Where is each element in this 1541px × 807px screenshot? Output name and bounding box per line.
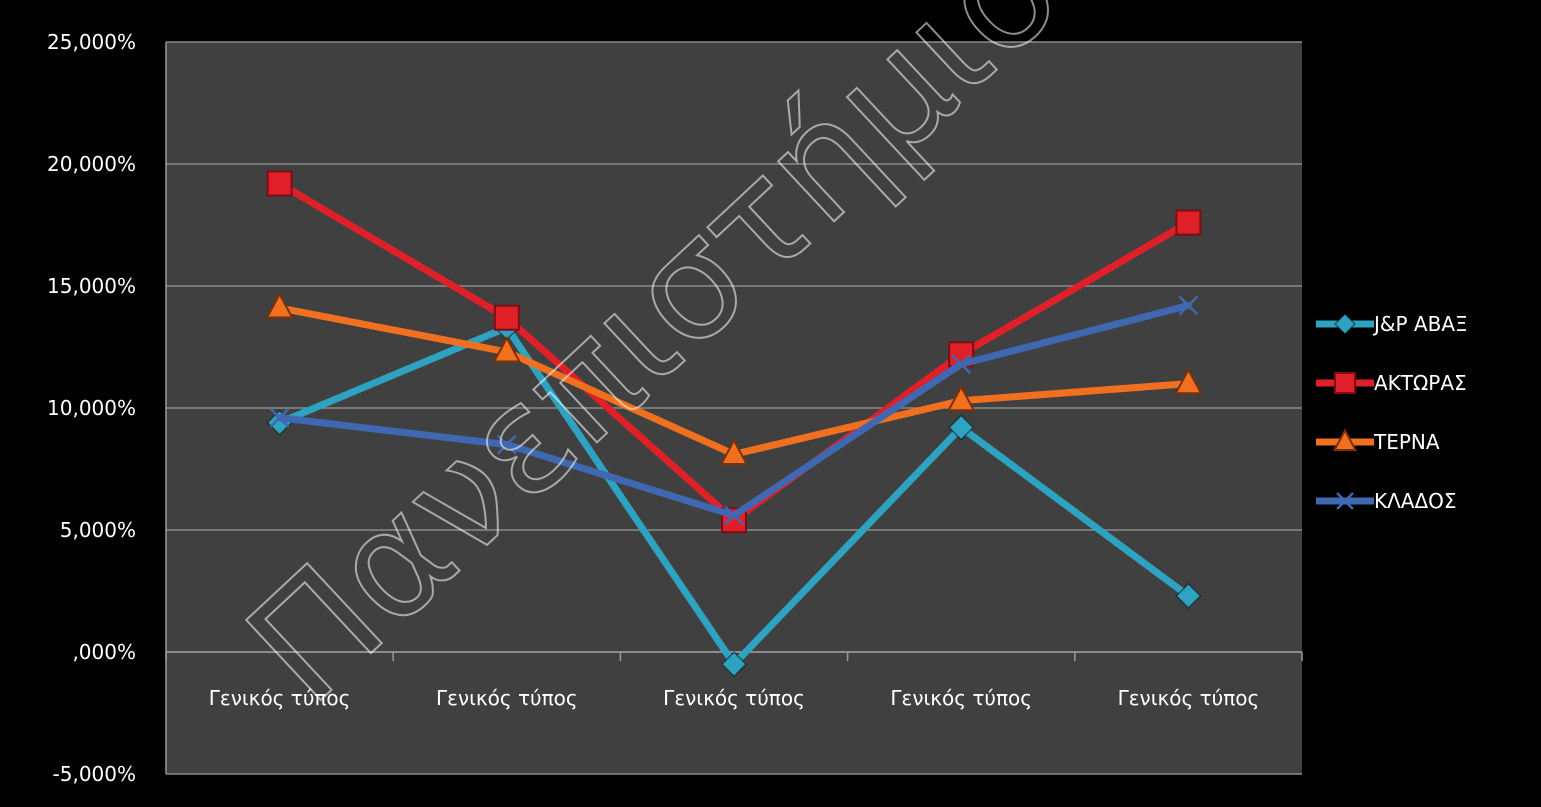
data-point-diamond xyxy=(1333,312,1357,336)
data-point-square xyxy=(1334,372,1356,394)
y-tick-label: 5,000% xyxy=(60,518,136,542)
legend-item: ΑΚΤΩΡΑΣ xyxy=(1316,371,1467,395)
legend: J&P ΑΒΑΞ ΑΚΤΩΡΑΣ ΤΕΡΝΑ ΚΛΑΔΟΣ xyxy=(1316,312,1468,513)
legend-label: J&P ΑΒΑΞ xyxy=(1372,312,1468,336)
data-point-diamond xyxy=(948,414,975,441)
data-point-x-stroke xyxy=(269,407,290,428)
legend-label: ΑΚΤΩΡΑΣ xyxy=(1374,371,1467,395)
data-point-x-stroke xyxy=(1336,492,1354,510)
x-axis-tick-labels: Γενικός τύπος Γενικός τύπος Γενικός τύπος Γ… xyxy=(209,686,1259,710)
data-point-x xyxy=(269,407,290,428)
x-tick-label: Γενικός τύπος xyxy=(209,686,351,710)
y-tick-label: 25,000% xyxy=(47,30,136,54)
y-tick-label: -5,000% xyxy=(53,762,136,786)
data-point-triangle xyxy=(1174,367,1203,395)
y-tick-label: 20,000% xyxy=(47,152,136,176)
y-tick-label: 10,000% xyxy=(47,396,136,420)
data-point-x-stroke xyxy=(951,354,972,374)
legend-item: ΤΕΡΝΑ xyxy=(1316,428,1440,454)
series-group xyxy=(265,170,1203,678)
data-point-triangle xyxy=(265,292,294,319)
legend-item: J&P ΑΒΑΞ xyxy=(1316,312,1468,336)
data-point-x xyxy=(951,354,972,374)
legend-label: ΚΛΑΔΟΣ xyxy=(1374,489,1457,513)
data-point-square xyxy=(1175,209,1202,236)
data-point-x-stroke xyxy=(724,505,744,526)
y-tick-label: ,000% xyxy=(72,640,136,664)
data-point-x-stroke xyxy=(1178,295,1199,316)
data-point-triangle xyxy=(492,335,522,363)
data-point-triangle xyxy=(719,438,749,465)
data-point-square xyxy=(493,304,520,331)
x-tick-label: Γενικός τύπος xyxy=(1118,686,1260,710)
data-point-diamond xyxy=(1175,582,1202,609)
legend-item: ΚΛΑΔΟΣ xyxy=(1316,489,1457,513)
data-point-square xyxy=(266,170,293,197)
y-tick-label: 15,000% xyxy=(47,274,136,298)
data-point-x xyxy=(724,505,744,526)
data-point-x xyxy=(1178,295,1199,316)
y-axis-tick-labels: -5,000% ,000% 5,000% 10,000% 15,000% 20,000% 2… xyxy=(47,30,136,786)
data-point-triangle xyxy=(946,384,976,412)
legend-label: ΤΕΡΝΑ xyxy=(1373,430,1440,454)
x-tick-label: Γενικός τύπος xyxy=(663,686,805,710)
axes xyxy=(165,42,1303,774)
data-point-triangle xyxy=(1332,428,1358,451)
data-point-diamond xyxy=(720,651,748,678)
data-point-x xyxy=(1336,492,1354,510)
x-tick-label: Γενικός τύπος xyxy=(436,686,578,710)
data-point-x xyxy=(496,434,517,455)
x-tick-label: Γενικός τύπος xyxy=(890,686,1032,710)
data-point-x-stroke xyxy=(496,434,517,455)
